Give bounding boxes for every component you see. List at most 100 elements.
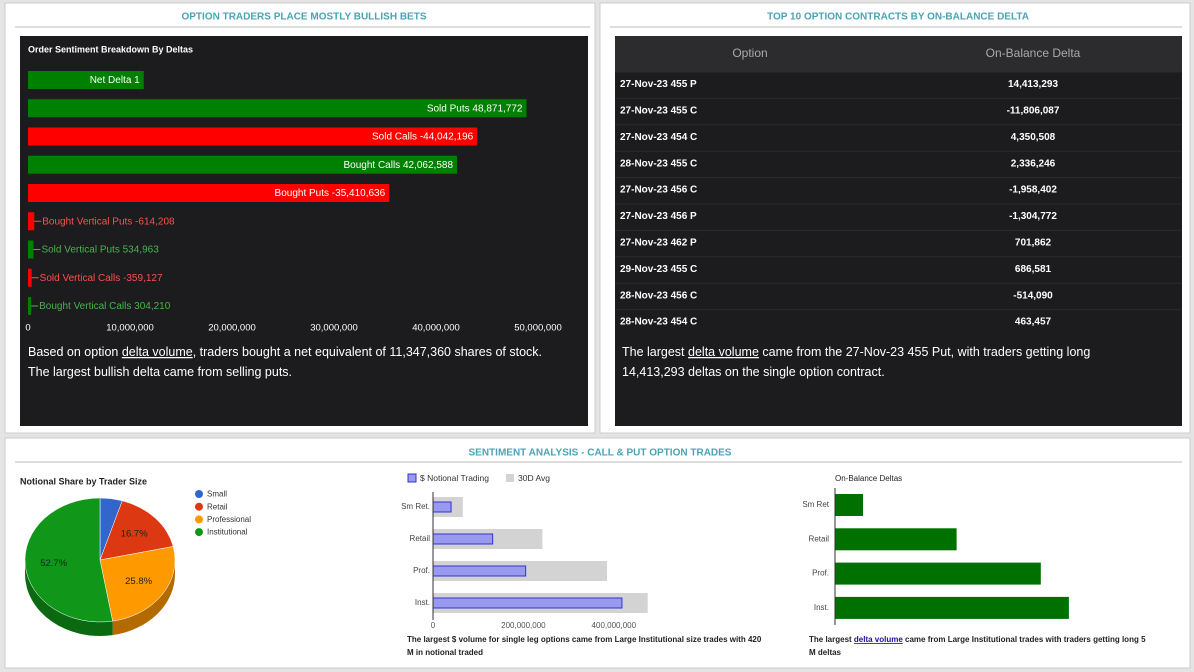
paragraph-line: The largest $ volume for single leg opti… [407,635,762,644]
text: came from Large Institutional trades wit… [903,635,1146,644]
y-tick-label: Retail [410,534,431,543]
legend-swatch [195,490,203,498]
category: Bought Calls [343,159,400,170]
y-tick-label: Retail [809,534,830,543]
text: M deltas [809,648,842,657]
bar [28,71,144,89]
value-label: 304,210 [134,301,171,312]
link-text: delta volume [688,345,759,359]
text: The largest $ volume for single leg opti… [407,635,762,644]
value-label: 48,871,772 [472,103,522,114]
table-cell: 27-Nov-23 455 C [620,106,697,117]
bar [835,528,957,551]
y-tick-label: Prof. [413,566,430,575]
bar [28,240,34,259]
table-cell: 686,581 [1015,264,1052,275]
category: Bought Vertical Calls [39,301,131,312]
chart-title: Order Sentiment Breakdown By Deltas [28,44,193,54]
bar [432,533,494,545]
value-label: 1 [134,75,140,86]
text: The largest [622,345,688,359]
bar-label: Bought Vertical Puts -614,208 [42,216,175,227]
pie-side [112,560,175,636]
category: Sold Vertical Puts [41,244,119,255]
table-cell: 14,413,293 [1008,79,1058,90]
bar-label: Sold Calls -44,042,196 [372,131,474,142]
value-label: -35,410,636 [332,188,386,199]
value-label: -614,208 [135,216,175,227]
table-cell: 27-Nov-23 456 P [620,211,697,222]
table-cell: -1,304,772 [1009,211,1057,222]
pie-slice [24,497,113,623]
category: Net Delta [90,75,132,86]
table-cell: -11,806,087 [1007,106,1060,117]
bar [432,597,623,609]
value-label: -359,127 [123,272,163,283]
paragraph-line: 14,413,293 deltas on the single option c… [622,365,885,379]
bar [28,99,527,118]
category: Sold Puts [427,103,470,114]
y-tick-label: Inst. [814,603,829,612]
table-header [615,36,1182,72]
x-tick-label: 10,000,000 [106,323,154,334]
text: The largest [809,635,854,644]
y-tick-label: Prof. [812,569,829,578]
legend-label: Retail [207,502,228,511]
table-cell: 2,336,246 [1011,158,1056,169]
link-text: delta volume [122,345,193,359]
paragraph-line: The largest delta volume came from Large… [809,635,1146,644]
bar [835,562,1041,585]
x-tick-label: 200,000,000 [501,621,546,630]
value-label: 534,963 [123,244,160,255]
paragraph-line: M deltas [809,648,842,657]
bar-label: Sold Vertical Puts 534,963 [41,244,159,255]
x-tick-label: 400,000,000 [592,621,637,630]
legend-swatch [195,528,203,537]
text: 14,413,293 deltas on the single option c… [622,365,885,379]
table-box [615,36,1182,426]
paragraph-line: The largest bullish delta came from sell… [28,365,292,379]
table-cell: 29-Nov-23 455 C [620,264,697,275]
legend-swatch [195,515,203,524]
chart-title: On-Balance Deltas [835,474,902,483]
value-label: -44,042,196 [420,131,474,142]
bar-label: Bought Puts -35,410,636 [275,188,386,199]
x-tick-label: 0 [25,323,30,334]
category: Sold Vertical Calls [40,272,121,283]
bar [432,565,527,577]
y-tick-label: Inst. [415,598,430,607]
pie-slice [99,546,176,622]
bar-label: Sold Vertical Calls -359,127 [40,272,163,283]
bar [28,268,32,287]
bar-label: Bought Calls 42,062,588 [343,159,453,170]
category: Bought Vertical Puts [42,216,132,227]
legend-swatch [195,502,203,511]
x-tick-label: 20,000,000 [208,323,256,334]
table-cell: -514,090 [1013,290,1053,301]
slice-label: 25.8% [125,576,152,587]
table-cell: 27-Nov-23 462 P [620,238,697,249]
table-cell: 27-Nov-23 456 C [620,185,697,196]
legend-label: Professional [207,515,251,524]
legend-label: 30D Avg [518,473,550,483]
bar-label: Net Delta 1 [90,75,140,86]
y-tick-label: Sm Ret. [401,502,430,511]
link-text[interactable]: delta volume [854,635,903,644]
category: Bought Puts [275,188,329,199]
panel-title: SENTIMENT ANALYSIS - CALL & PUT OPTION T… [469,448,732,459]
text: The largest bullish delta came from sell… [28,365,292,379]
category: Sold Calls [372,131,417,142]
bar-label: Bought Vertical Calls 304,210 [39,301,171,312]
bar [28,212,35,231]
y-tick-label: Sm Ret [802,500,829,509]
value-label: 42,062,588 [403,159,453,170]
text: M in notional traded [407,648,483,657]
x-tick-label: 0 [431,621,436,630]
legend-swatch [506,474,514,482]
bar [835,494,864,516]
panel-title: TOP 10 OPTION CONTRACTS BY ON-BALANCE DE… [767,12,1029,23]
paragraph-line: M in notional traded [407,648,483,657]
bar [28,297,32,315]
table-cell: -1,958,402 [1009,185,1057,196]
